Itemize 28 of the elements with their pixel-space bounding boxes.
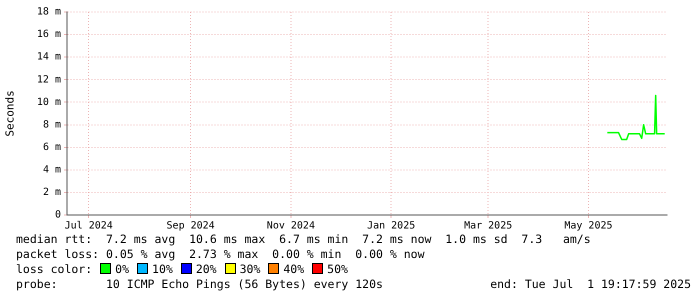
- text: 50%: [327, 262, 348, 276]
- x-tick-label: Jan 2025: [367, 220, 416, 232]
- text: packet loss: 0.05 % avg 2.73 % max 0.00 % min 0.00 % now: [16, 247, 426, 262]
- x-tick-label: Nov 2024: [266, 220, 315, 232]
- text: 20%: [196, 262, 217, 276]
- y-tick-label: 10 m: [36, 96, 61, 108]
- text: 40%: [283, 262, 304, 276]
- x-tick-label: Sep 2024: [166, 220, 215, 232]
- y-tick-label: 12 m: [36, 74, 61, 86]
- text: loss color:: [16, 262, 92, 276]
- text: 30%: [240, 262, 260, 276]
- y-tick-label: 14 m: [36, 52, 61, 63]
- y-tick-label: 18 m: [36, 6, 61, 18]
- text: median rtt: 7.2 ms avg 10.6 ms max 6.7 ms min 7.2 ms now 1.0 ms sd 7.3 am/s: [16, 232, 592, 247]
- text: end: Tue Jul 1 19:17:59 2025: [490, 277, 691, 292]
- y-tick-label: 8 m: [42, 119, 61, 130]
- text: 0%: [115, 262, 130, 276]
- y-tick-label: 4 m: [42, 164, 61, 176]
- text: 10%: [152, 262, 173, 276]
- y-tick-label: 6 m: [42, 142, 61, 153]
- y-tick-label: 16 m: [36, 29, 61, 40]
- x-tick-label: Jul 2024: [64, 220, 113, 232]
- x-tick-label: May 2025: [564, 220, 613, 232]
- y-tick-label: 2 m: [42, 187, 61, 198]
- x-tick-label: Mar 2025: [464, 220, 512, 232]
- y-axis-title: Seconds: [3, 90, 16, 137]
- text: probe: 10 ICMP Echo Pings (56 Bytes) every 120s: [16, 277, 383, 291]
- y-tick-label: 0: [54, 210, 61, 221]
